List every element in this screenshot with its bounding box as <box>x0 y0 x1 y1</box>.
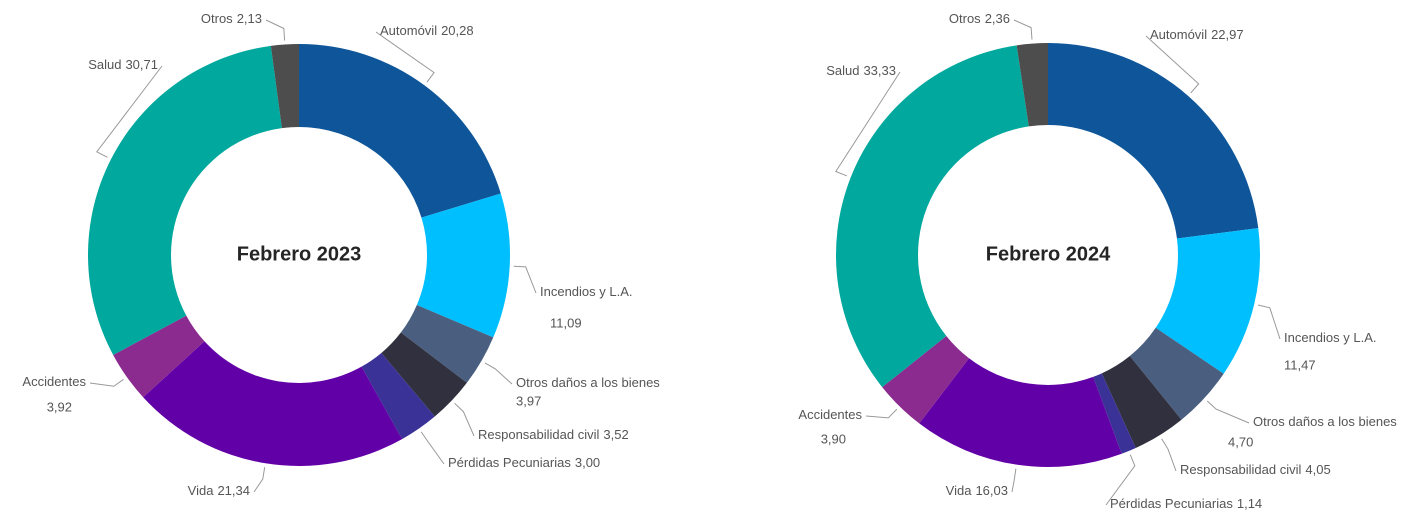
slice-label: Automóvil 20,28 <box>380 23 474 38</box>
chart-title: Febrero 2024 <box>986 243 1111 265</box>
slice-label: Otros daños a los bienes <box>1253 414 1397 429</box>
value-label: 21,34 <box>217 483 250 498</box>
value-label: 3,92 <box>47 399 72 414</box>
donut-chart: Automóvil 22,97 Incendios y L.A. 11,47 Otros… <box>798 11 1397 511</box>
leader-line <box>96 65 163 158</box>
value-label: 16,03 <box>975 483 1008 498</box>
chart-title: Febrero 2023 <box>237 243 362 265</box>
value-label: 22,97 <box>1211 27 1244 42</box>
slice-label: Vida 21,34 <box>188 483 250 498</box>
category-label: Pérdidas Pecuniarias <box>448 455 571 470</box>
value-label: 3,52 <box>603 427 628 442</box>
donut-slice <box>87 45 282 355</box>
slice-label: Pérdidas Pecuniarias 1,14 <box>1110 496 1262 511</box>
slice-label: Salud 33,33 <box>826 63 896 78</box>
donut-slice <box>1016 43 1048 127</box>
donut-chart: Automóvil 20,28 Incendios y L.A. 11,09 Otros… <box>22 11 660 498</box>
donut-slice <box>1129 327 1224 420</box>
value-label: 11,09 <box>550 315 582 330</box>
category-label: Pérdidas Pecuniarias <box>1110 496 1233 511</box>
donut-slice <box>919 358 1122 468</box>
donut-slice <box>1093 373 1136 454</box>
category-label: Otros <box>201 11 233 26</box>
value-label: 3,90 <box>821 431 846 446</box>
donut-slice <box>361 352 435 440</box>
leader-line <box>1206 400 1250 424</box>
donut-slice <box>882 336 970 424</box>
slice-label: Vida 16,03 <box>946 483 1008 498</box>
leader-line <box>1161 438 1177 472</box>
slice-label: Responsabilidad civil 4,05 <box>1180 462 1331 477</box>
category-label: Vida <box>946 483 973 498</box>
leader-line <box>265 19 286 41</box>
value-label: 3,00 <box>575 455 600 470</box>
category-label: Salud <box>826 63 859 78</box>
donut-slice <box>381 332 467 417</box>
value-label: 11,47 <box>1284 357 1316 372</box>
leader-line <box>454 402 475 437</box>
value-label: 4,70 <box>1228 434 1253 449</box>
slice-label: Otros 2,36 <box>949 11 1010 26</box>
leader-line <box>89 378 124 387</box>
leader-line <box>835 71 901 177</box>
slice-label: Automóvil 22,97 <box>1150 27 1244 42</box>
donut-slice <box>1048 43 1259 239</box>
leader-line <box>375 31 435 83</box>
slice-label: Accidentes <box>798 407 862 422</box>
category-label: Incendios y L.A. <box>1284 330 1377 345</box>
donut-slice <box>270 44 299 129</box>
donut-slice <box>143 341 403 466</box>
donut-slice <box>299 44 501 218</box>
value-label: 4,05 <box>1305 462 1330 477</box>
donut-slice <box>113 315 205 398</box>
value-label: 33,33 <box>863 63 896 78</box>
slice-label: Accidentes <box>22 374 86 389</box>
category-label: Accidentes <box>22 374 86 389</box>
category-label: Responsabilidad civil <box>1180 462 1302 477</box>
leader-line <box>1011 468 1017 493</box>
leader-line <box>1145 35 1200 94</box>
slice-label: Incendios y L.A. <box>540 284 633 299</box>
slice-label: Pérdidas Pecuniarias 3,00 <box>448 455 600 470</box>
value-label: 30,71 <box>125 57 158 72</box>
category-label: Responsabilidad civil <box>478 427 600 442</box>
leader-line <box>865 408 898 419</box>
leader-line <box>484 362 513 385</box>
donut-slice <box>416 193 510 338</box>
category-label: Otros daños a los bienes <box>516 375 660 390</box>
category-label: Salud <box>88 57 121 72</box>
category-label: Otros <box>949 11 981 26</box>
category-label: Accidentes <box>798 407 862 422</box>
slice-label: Otros daños a los bienes <box>516 375 660 390</box>
value-label: 2,36 <box>985 11 1010 26</box>
donut-slice <box>1155 228 1260 374</box>
category-label: Incendios y L.A. <box>540 284 633 299</box>
donut-slice <box>1101 355 1182 449</box>
category-label: Vida <box>188 483 215 498</box>
value-label: 1,14 <box>1237 496 1262 511</box>
leader-line <box>1105 454 1136 506</box>
leader-line <box>513 265 537 294</box>
category-label: Automóvil <box>380 23 437 38</box>
donut-slice <box>400 304 494 383</box>
value-label: 3,97 <box>516 393 541 408</box>
leader-line <box>1013 19 1033 40</box>
value-label: 2,13 <box>237 11 262 26</box>
leader-line <box>420 431 445 465</box>
slice-label: Responsabilidad civil 3,52 <box>478 427 629 442</box>
donut-slice <box>836 45 1029 388</box>
leader-line <box>253 467 266 493</box>
value-label: 20,28 <box>441 23 474 38</box>
category-label: Otros daños a los bienes <box>1253 414 1397 429</box>
slice-label: Salud 30,71 <box>88 57 158 72</box>
slice-label: Incendios y L.A. <box>1284 330 1377 345</box>
slice-label: Otros 2,13 <box>201 11 262 26</box>
category-label: Automóvil <box>1150 27 1207 42</box>
leader-line <box>1258 304 1281 340</box>
